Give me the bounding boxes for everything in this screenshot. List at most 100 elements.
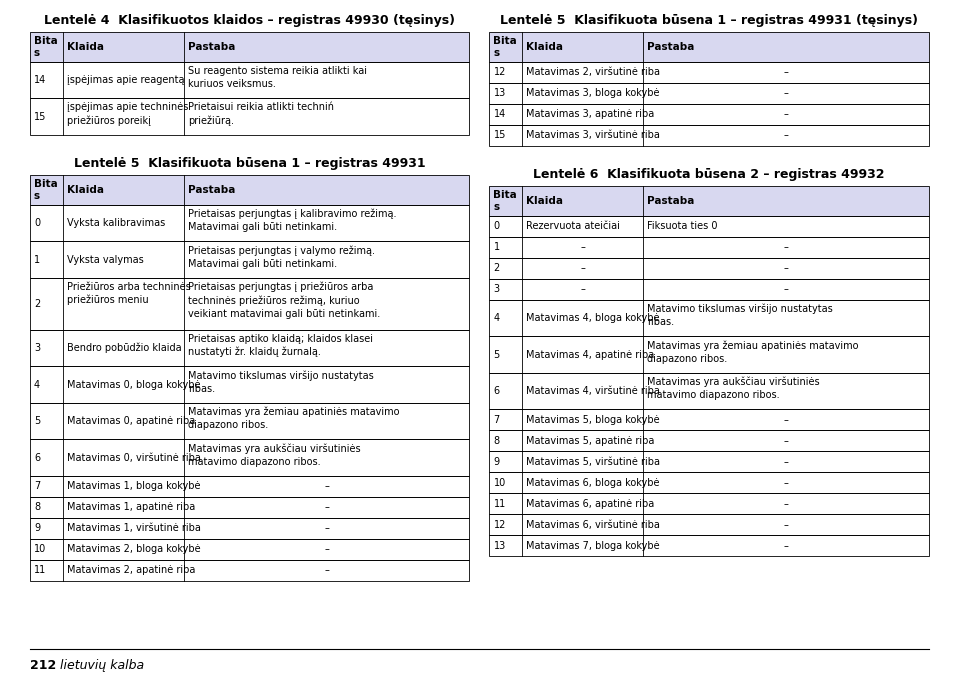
Text: –: – <box>324 503 329 513</box>
Bar <box>489 258 928 279</box>
Text: –: – <box>324 481 329 491</box>
Text: Matavimas 7, bloga kokybė: Matavimas 7, bloga kokybė <box>526 541 659 551</box>
Text: Matavimas 2, bloga kokybė: Matavimas 2, bloga kokybė <box>67 544 200 555</box>
Text: Matavimas 6, apatinė riba: Matavimas 6, apatinė riba <box>526 499 654 509</box>
Bar <box>489 536 928 557</box>
Text: 9: 9 <box>34 524 40 534</box>
Bar <box>489 186 928 216</box>
Text: 212: 212 <box>30 659 56 672</box>
Bar <box>489 237 928 258</box>
Bar <box>489 279 928 300</box>
Bar <box>489 472 928 493</box>
Text: Bita
s: Bita s <box>493 190 517 212</box>
Text: Lentelė 5  Klasifikuota būsena 1 – registras 49931: Lentelė 5 Klasifikuota būsena 1 – regist… <box>74 157 425 170</box>
Bar <box>30 439 469 476</box>
Text: Pastaba: Pastaba <box>647 196 694 206</box>
Bar <box>489 32 928 62</box>
Text: Klaida: Klaida <box>67 42 104 52</box>
Text: 2: 2 <box>34 299 40 309</box>
Text: 4: 4 <box>34 380 40 390</box>
Text: 4: 4 <box>493 313 499 323</box>
Text: Matavimas yra aukščiau viršutiniės
matavimo diapazono ribos.: Matavimas yra aukščiau viršutiniės matav… <box>188 444 360 466</box>
Bar <box>489 336 928 373</box>
Text: Prietaisas perjungtas į valymo režimą.
Matavimai gali būti netinkami.: Prietaisas perjungtas į valymo režimą. M… <box>188 245 375 269</box>
Bar <box>30 278 469 330</box>
Text: –: – <box>783 478 788 488</box>
Bar <box>489 83 928 104</box>
Text: Matavimas 5, viršutinė riba: Matavimas 5, viršutinė riba <box>526 457 659 467</box>
Text: –: – <box>579 264 585 273</box>
Bar <box>489 216 928 237</box>
Text: Klaida: Klaida <box>526 196 563 206</box>
Text: Matavimo tikslumas viršijo nustatytas
ribas.: Matavimo tikslumas viršijo nustatytas ri… <box>188 370 374 394</box>
Bar <box>30 518 469 539</box>
Text: Bita
s: Bita s <box>34 36 58 58</box>
Bar <box>489 452 928 472</box>
Bar <box>489 104 928 125</box>
Bar <box>30 242 469 278</box>
Text: 12: 12 <box>493 520 505 530</box>
Text: Matavimas 5, apatinė riba: Matavimas 5, apatinė riba <box>526 436 654 446</box>
Text: –: – <box>783 242 788 252</box>
Bar <box>30 175 469 205</box>
Bar <box>489 409 928 431</box>
Text: įspėjimas apie techninės
priežiūros poreikį: įspėjimas apie techninės priežiūros pore… <box>67 102 188 126</box>
Bar <box>30 476 469 497</box>
Bar <box>30 62 469 98</box>
Text: Matavimas yra aukščiau viršutiniės
matavimo diapazono ribos.: Matavimas yra aukščiau viršutiniės matav… <box>647 377 819 400</box>
Bar <box>489 493 928 514</box>
Text: Su reagento sistema reikia atlikti kai
kuriuos veiksmus.: Su reagento sistema reikia atlikti kai k… <box>188 66 367 89</box>
Text: 3: 3 <box>493 285 499 295</box>
Bar <box>30 175 469 205</box>
Bar <box>489 431 928 452</box>
Text: Vyksta kalibravimas: Vyksta kalibravimas <box>67 218 165 228</box>
Text: 7: 7 <box>34 481 40 491</box>
Bar <box>489 216 928 237</box>
Bar <box>30 367 469 403</box>
Text: 1: 1 <box>34 255 40 264</box>
Text: Fiksuota ties 0: Fiksuota ties 0 <box>647 221 717 232</box>
Bar <box>30 403 469 439</box>
Bar <box>30 403 469 439</box>
Bar <box>489 373 928 409</box>
Text: Prietaisui reikia atlikti techniń
priežiūrą.: Prietaisui reikia atlikti techniń prieži… <box>188 102 334 126</box>
Bar <box>489 452 928 472</box>
Bar <box>489 62 928 83</box>
Text: 3: 3 <box>34 343 40 353</box>
Text: 14: 14 <box>493 110 505 120</box>
Text: Lentelė 6  Klasifikuota būsena 2 – registras 49932: Lentelė 6 Klasifikuota būsena 2 – regist… <box>533 168 884 181</box>
Text: Matavimas 0, viršutinė riba: Matavimas 0, viršutinė riba <box>67 453 201 463</box>
Text: –: – <box>783 131 788 141</box>
Text: 7: 7 <box>493 415 499 425</box>
Text: Matavimas 3, bloga kokybė: Matavimas 3, bloga kokybė <box>526 89 659 98</box>
Bar <box>30 32 469 62</box>
Bar <box>489 104 928 125</box>
Bar <box>30 32 469 62</box>
Text: Pastaba: Pastaba <box>647 42 694 52</box>
Text: Prietaisas aptiko klaidą; klaidos klasei
nustatyti žr. klaidų žurnalą.: Prietaisas aptiko klaidą; klaidos klasei… <box>188 334 373 357</box>
Text: Matavimas 4, apatinė riba: Matavimas 4, apatinė riba <box>526 350 654 360</box>
Bar <box>30 242 469 278</box>
Bar <box>489 125 928 146</box>
Bar <box>30 497 469 518</box>
Bar <box>30 330 469 367</box>
Text: 0: 0 <box>493 221 499 232</box>
Text: Matavimas 6, bloga kokybė: Matavimas 6, bloga kokybė <box>526 478 659 488</box>
Text: –: – <box>324 524 329 534</box>
Text: 5: 5 <box>34 416 40 426</box>
Bar <box>489 493 928 514</box>
Text: Lentelė 5  Klasifikuota būsena 1 – registras 49931 (tęsinys): Lentelė 5 Klasifikuota būsena 1 – regist… <box>499 14 918 27</box>
Text: Matavimas 1, viršutinė riba: Matavimas 1, viršutinė riba <box>67 524 201 534</box>
Bar <box>30 278 469 330</box>
Text: 8: 8 <box>493 436 499 446</box>
Bar <box>489 431 928 452</box>
Bar <box>489 32 928 62</box>
Text: –: – <box>783 541 788 551</box>
Text: 15: 15 <box>34 112 47 122</box>
Text: 11: 11 <box>34 565 46 575</box>
Text: –: – <box>783 499 788 509</box>
Bar <box>489 186 928 216</box>
Text: Bita
s: Bita s <box>34 179 58 201</box>
Text: Matavimas 3, apatinė riba: Matavimas 3, apatinė riba <box>526 110 654 120</box>
Text: įspėjimas apie reagentą: įspėjimas apie reagentą <box>67 75 184 85</box>
